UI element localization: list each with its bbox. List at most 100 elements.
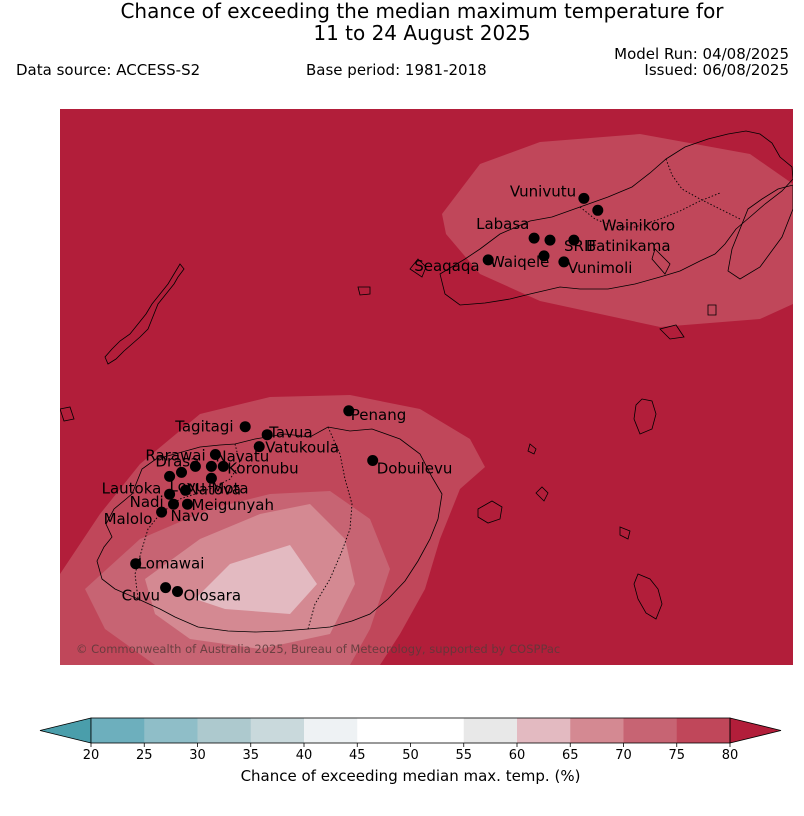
colorbar-segment-75-80 xyxy=(676,718,731,743)
colorbar-segment-50-55 xyxy=(410,718,465,743)
station-marker-drasa xyxy=(189,460,201,472)
colorbar-tick-label-60: 60 xyxy=(509,748,526,763)
colorbar-tick-label-70: 70 xyxy=(615,748,632,763)
station-marker-penang xyxy=(343,405,355,417)
station-marker-dobuilevu xyxy=(367,455,379,466)
station-label-drasa: Drasa xyxy=(155,452,199,470)
base-period-label: Base period: 1981-2018 xyxy=(306,61,487,79)
colorbar-extend-high xyxy=(729,717,782,744)
colorbar-segment-70-75 xyxy=(623,718,678,743)
station-label-lautoka: Lautoka xyxy=(102,479,162,497)
station-marker-vunivutu xyxy=(578,192,590,204)
colorbar-tick-label-35: 35 xyxy=(242,748,259,763)
colorbar-tick-label-45: 45 xyxy=(349,748,366,763)
station-label-seaqaqa: Seaqaqa xyxy=(414,257,479,275)
station-marker-wainikoro xyxy=(592,204,604,216)
station-marker-malolo xyxy=(156,506,168,518)
station-marker-cuvu xyxy=(160,582,172,594)
map-title-line1: Chance of exceeding the median maximum t… xyxy=(120,0,724,23)
station-marker-srif xyxy=(544,234,556,246)
colorbar-label: Chance of exceeding median max. temp. (%… xyxy=(240,767,581,785)
station-marker-lovu xyxy=(176,466,187,478)
station-label-natova: Natova xyxy=(188,480,242,498)
colorbar-segment-60-65 xyxy=(517,718,571,743)
station-marker-tavua xyxy=(261,429,273,441)
station-marker-meigunyah xyxy=(182,498,193,510)
colorbar-ticks: 20 25 30 35 40 45 50 55 60 65 70 75 80 xyxy=(83,743,739,763)
station-label-wainikoro: Wainikoro xyxy=(602,216,675,234)
coastline-gau xyxy=(633,573,663,620)
station-marker-koronubu xyxy=(217,460,229,472)
colorbar: 20 25 30 35 40 45 50 55 60 65 70 75 80 xyxy=(39,717,782,763)
colorbar-tick-label-30: 30 xyxy=(189,748,206,763)
coastlines xyxy=(60,130,793,633)
colorbar-tick-label-40: 40 xyxy=(296,748,313,763)
coastline-vanua-levu xyxy=(439,130,793,306)
colorbar-segment-45-50 xyxy=(357,718,411,743)
station-marker-vatukoula xyxy=(253,441,265,453)
station-label-mota: Mota xyxy=(211,479,248,497)
station-marker-waiqele xyxy=(538,250,550,262)
station-label-labasa: Labasa xyxy=(476,215,529,233)
colorbar-tick-label-20: 20 xyxy=(83,748,100,763)
station-marker-seaqaqa xyxy=(482,254,494,266)
coastline-viti-levu xyxy=(96,426,443,633)
colorbar-extend-low xyxy=(39,717,92,744)
station-label-rarawai: Rarawai xyxy=(145,447,205,465)
coastline-ovalau xyxy=(535,486,549,502)
copyright-notice: © Commonwealth of Australia 2025, Bureau… xyxy=(76,642,560,656)
colorbar-segment-30-35 xyxy=(197,718,252,743)
station-marker-labasa xyxy=(528,232,540,244)
colorbar-tick-label-75: 75 xyxy=(668,748,685,763)
coastline-koro xyxy=(477,500,503,524)
station-marker-nadi xyxy=(164,488,176,500)
colorbar-segments xyxy=(39,717,782,744)
colorbar-segment-65-70 xyxy=(570,718,624,743)
forecast-map: VunivutuWainikoroLabasaSRIFBatinikamaWai… xyxy=(60,109,793,665)
station-label-meigunyah: Meigunyah xyxy=(192,496,274,514)
station-label-malolo: Malolo xyxy=(104,510,153,528)
station-marker-navo xyxy=(168,498,179,510)
coastline-small-islands xyxy=(60,258,717,540)
station-label-cuvu: Cuvu xyxy=(122,587,160,605)
colorbar-segment-25-30 xyxy=(144,718,198,743)
boundary-ba-province xyxy=(307,426,353,630)
station-label-vatukoula: Vatukoula xyxy=(265,439,339,457)
station-marker-rarawai xyxy=(209,449,221,460)
colorbar-segment-35-40 xyxy=(250,718,305,743)
colorbar-tick-label-25: 25 xyxy=(136,748,153,763)
station-marker-natova xyxy=(180,484,191,496)
coastline-lakeba xyxy=(633,398,657,435)
station-marker-olosara xyxy=(172,586,183,597)
colorbar-tick-label-65: 65 xyxy=(562,748,579,763)
coastline-eastern-ridge xyxy=(651,248,685,340)
station-markers: VunivutuWainikoroLabasaSRIFBatinikamaWai… xyxy=(102,182,675,604)
station-label-navatu: Navatu xyxy=(215,447,269,465)
station-label-batinikama: Batinikama xyxy=(586,237,671,255)
data-source-label: Data source: ACCESS-S2 xyxy=(16,61,201,79)
station-label-vunivutu: Vunivutu xyxy=(510,182,576,200)
colorbar-tick-label-55: 55 xyxy=(455,748,472,763)
station-label-koronubu: Koronubu xyxy=(227,459,298,477)
issued-label: Issued: 06/08/2025 xyxy=(644,61,789,79)
colorbar-tick-label-80: 80 xyxy=(722,748,739,763)
station-label-lomawai: Lomawai xyxy=(138,555,205,573)
station-marker-batinikama xyxy=(568,234,580,246)
station-marker-tagitagi xyxy=(239,421,251,433)
colorbar-segment-55-60 xyxy=(463,718,518,743)
station-label-waiqele: Waiqele xyxy=(490,253,549,271)
contour-60-south xyxy=(195,545,317,614)
boundary-cakaudrove xyxy=(665,158,741,220)
boundary-macuata xyxy=(579,192,721,228)
station-label-dobuilevu: Dobuilevu xyxy=(377,460,453,478)
station-marker-mota xyxy=(205,472,217,484)
probability-contours xyxy=(60,134,793,665)
colorbar-segment-20-25 xyxy=(91,718,145,743)
station-label-tavua: Tavua xyxy=(268,424,312,442)
coastline-taveuni xyxy=(727,184,793,280)
map-title-line2: 11 to 24 August 2025 xyxy=(313,21,531,45)
station-label-penang: Penang xyxy=(351,406,406,424)
map-title: Chance of exceeding the median maximum t… xyxy=(0,0,804,44)
station-label-navo: Navo xyxy=(171,507,209,525)
station-label-tagitagi: Tagitagi xyxy=(174,418,233,436)
